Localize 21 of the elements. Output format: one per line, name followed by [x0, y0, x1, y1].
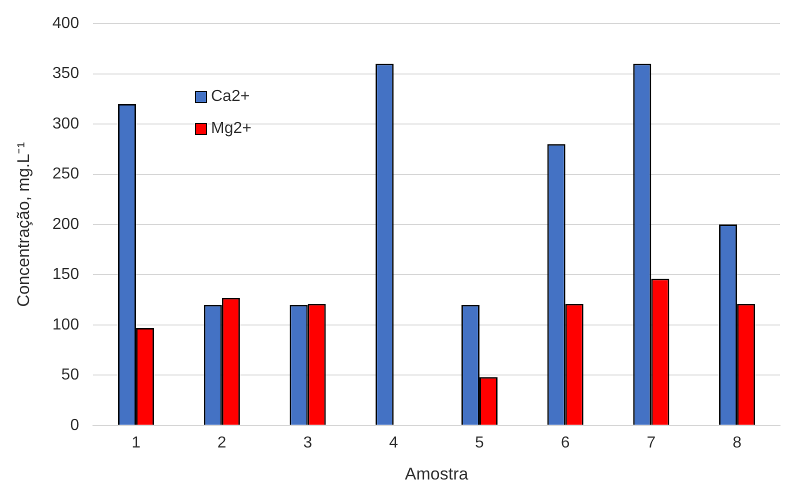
y-axis-title: Concentração, mg.L⁻¹: [14, 142, 33, 307]
y-tick-label: 200: [52, 216, 80, 233]
y-tick-label: 300: [52, 115, 80, 132]
y-tick-label: 250: [52, 166, 80, 183]
y-tick-label: 150: [52, 266, 80, 284]
y-tick-label: 50: [61, 366, 80, 384]
y-tick-label: 0: [70, 416, 80, 434]
x-tick-label: 1: [132, 434, 141, 452]
x-tick-label: 8: [732, 434, 742, 452]
legend-label: Mg2+: [211, 120, 252, 138]
y-tick-label: 100: [52, 316, 80, 334]
y-tick-label: 350: [52, 65, 80, 82]
x-axis-title: Amostra: [404, 464, 469, 484]
legend-label: Ca2+: [211, 88, 250, 106]
x-tick-label: 6: [560, 434, 570, 452]
x-tick-label: 2: [217, 434, 226, 452]
x-tick-label: 4: [389, 434, 398, 452]
x-tick-label: 5: [475, 434, 484, 452]
x-tick-label: 7: [646, 434, 656, 452]
x-tick-label: 3: [303, 434, 312, 452]
y-tick-label: 400: [52, 15, 80, 32]
